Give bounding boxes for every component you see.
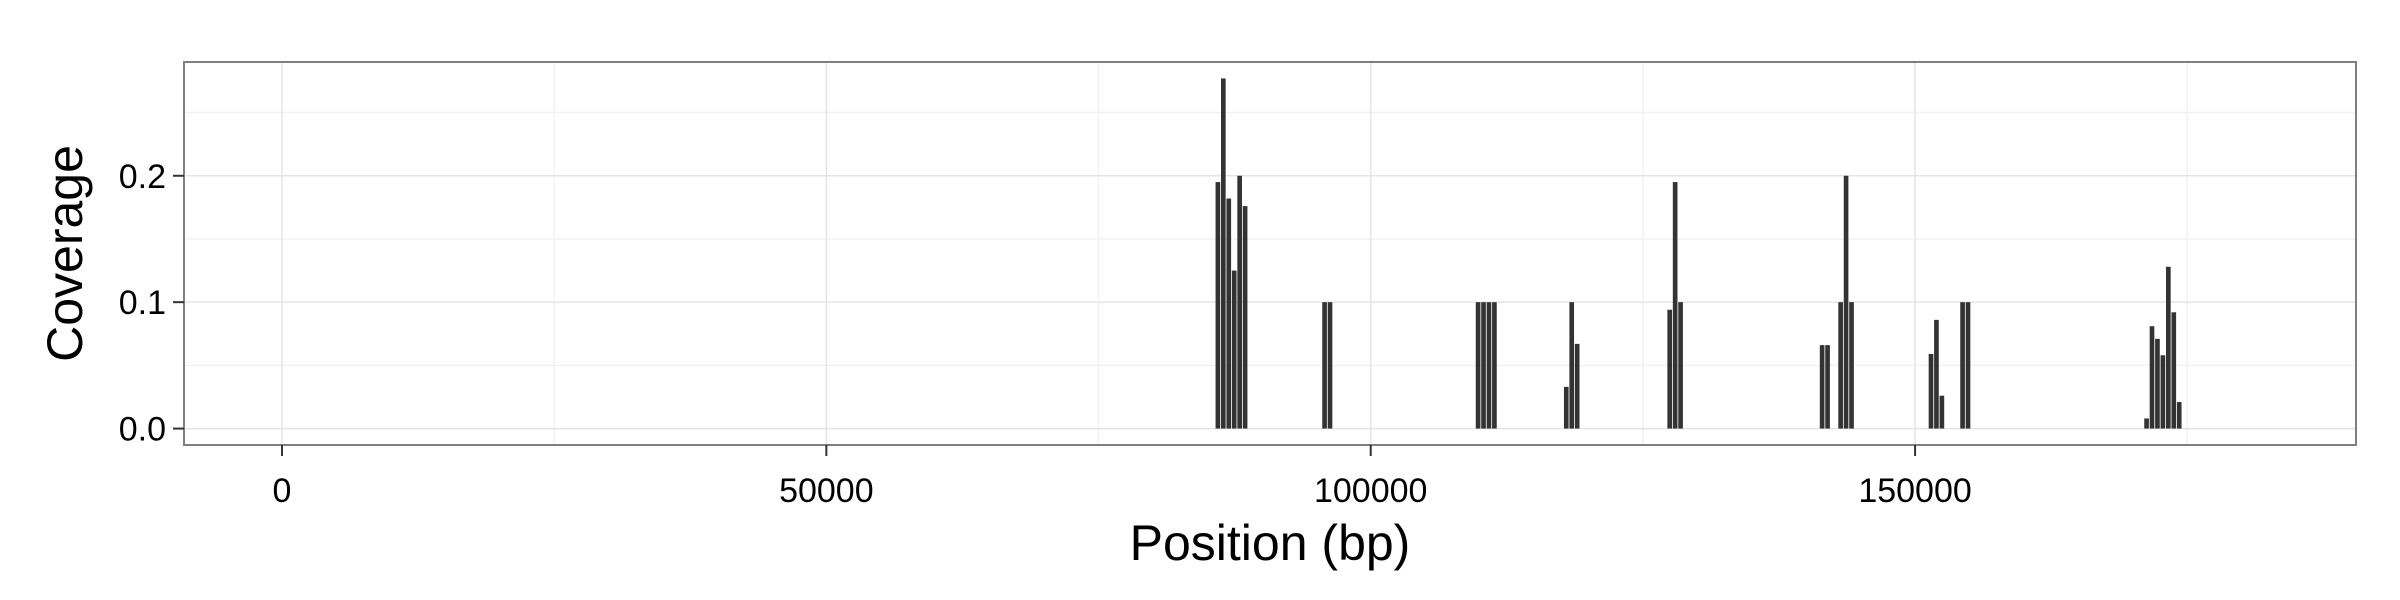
x-tick-label: 0 (273, 472, 292, 510)
coverage-bar (2160, 355, 2166, 429)
y-tick-label: 0.1 (119, 284, 166, 322)
plot-panel-border (183, 61, 2357, 446)
coverage-bar (1226, 198, 1232, 429)
coverage-bar (1327, 302, 1333, 429)
x-tick-label: 50000 (779, 472, 874, 510)
coverage-bar (1965, 302, 1971, 429)
major-gridlines (184, 62, 2356, 445)
coverage-bar (1819, 345, 1825, 429)
coverage-bar (2155, 338, 2160, 429)
coverage-bar (1934, 319, 1939, 429)
coverage-bar (1322, 302, 1327, 429)
coverage-bar (1574, 343, 1580, 429)
coverage-bar (1481, 302, 1486, 429)
x-axis-title: Position (bp) (1130, 515, 1411, 571)
bar-series (1215, 78, 2182, 429)
coverage-bar (1231, 270, 1237, 429)
x-tick-label: 100000 (1314, 472, 1427, 510)
coverage-bar (1849, 302, 1854, 429)
coverage-bar (2166, 266, 2171, 429)
coverage-bar (1486, 302, 1492, 429)
y-tick-label: 0.2 (119, 158, 166, 196)
coverage-bar (1825, 345, 1830, 429)
coverage-bar (2171, 312, 2177, 429)
plot-panel (184, 62, 2356, 445)
coverage-bar (1215, 182, 1221, 429)
coverage-bar (1960, 302, 1965, 429)
coverage-bar (2149, 326, 2155, 429)
coverage-bar (1492, 302, 1497, 429)
coverage-bar (1563, 386, 1569, 429)
coverage-bar (1672, 182, 1678, 429)
coverage-bar (1939, 395, 1945, 429)
minor-gridlines (184, 62, 2356, 445)
x-tick-label: 150000 (1858, 472, 1971, 510)
y-axis-title: Coverage (37, 145, 93, 362)
coverage-bar (1667, 309, 1673, 429)
coverage-bar (1678, 302, 1683, 429)
coverage-bar (2176, 402, 2182, 429)
coverage-bar (1569, 302, 1575, 429)
coverage-bar (1237, 175, 1242, 429)
coverage-bar (1838, 302, 1843, 429)
coverage-bar (1928, 353, 1934, 429)
x-axis: 0 50000 100000 150000 (273, 445, 1972, 510)
coverage-bar (1843, 175, 1849, 429)
coverage-bar (1242, 206, 1248, 429)
coverage-bar (1475, 302, 1481, 429)
coverage-bar (2144, 418, 2149, 429)
coverage-bar (1221, 78, 1226, 429)
y-axis: 0.0 0.1 0.2 (119, 158, 184, 449)
y-tick-label: 0.0 (119, 411, 166, 449)
